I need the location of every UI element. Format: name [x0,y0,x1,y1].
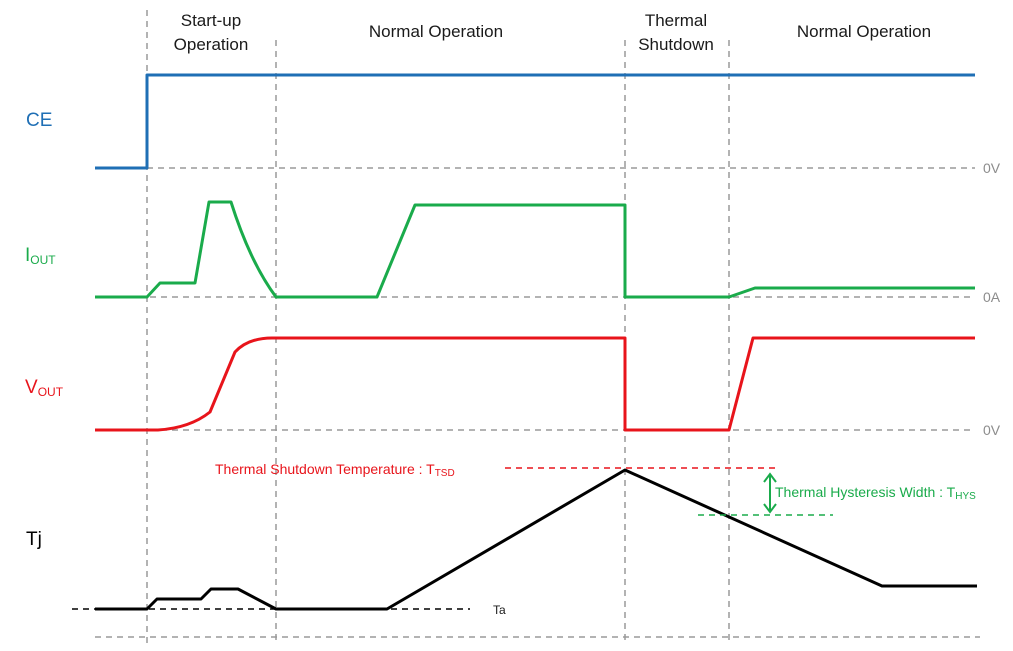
phase-normal-2: Normal Operation [797,22,931,41]
ref-iout-zero: 0A [983,289,1001,305]
phase-startup-line1: Start-up [181,11,241,30]
phase-normal-1: Normal Operation [369,22,503,41]
phase-startup-line2: Operation [174,35,249,54]
ref-vout-zero: 0V [983,422,1001,438]
phase-thermal-line1: Thermal [645,11,707,30]
tsd-label: Thermal Shutdown Temperature : TTSD [215,461,455,479]
label-tj: Tj [26,529,42,550]
hys-label: Thermal Hysteresis Width : THYS [775,484,976,502]
label-iout: IOUT [25,245,56,267]
tj-waveform [95,468,977,611]
ref-ce-zero: 0V [983,160,1001,176]
label-vout: VOUT [25,377,64,399]
hysteresis-arrow [763,472,777,514]
ce-waveform [95,73,975,170]
vout-waveform [95,336,975,432]
iout-waveform [95,200,975,299]
phase-thermal-line2: Shutdown [638,35,714,54]
ta-label: Ta [493,603,506,617]
label-ce: CE [26,110,52,131]
